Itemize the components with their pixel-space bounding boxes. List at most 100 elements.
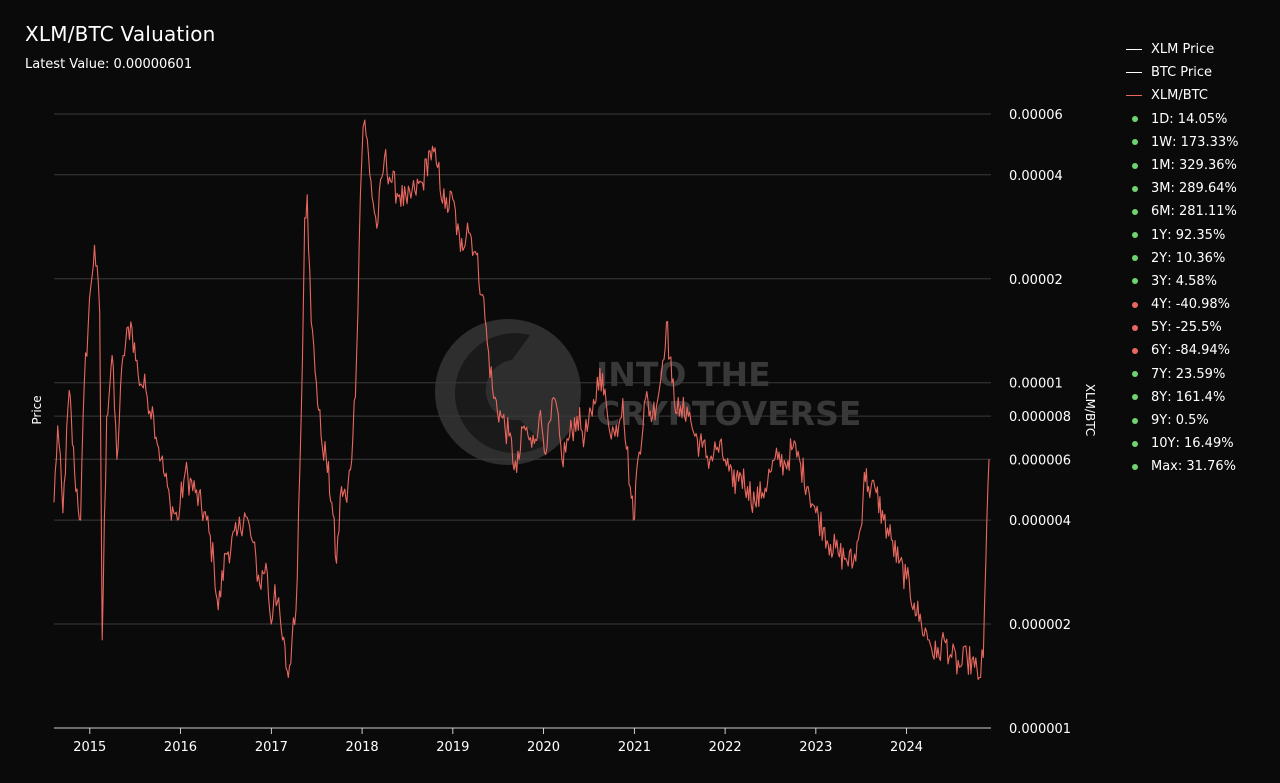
legend-label: XLM Price [1151,42,1215,57]
performance-item-1d: 1D: 14.05% [1126,108,1238,131]
x-axis: 2015 2016 2017 2018 2019 2020 2021 2022 2023 2024 [54,727,991,755]
performance-period: 1W [1151,134,1173,150]
status-dot-icon [1132,232,1138,239]
legend-series-list: XLM Price BTC Price XLM/BTC [1126,38,1238,108]
legend-item-xlm-price[interactable]: XLM Price [1126,38,1238,61]
legend: XLM Price BTC Price XLM/BTC 1D: 14.05% 1W: … [1126,38,1238,479]
x-tick-label: 2017 [255,740,288,755]
y-tick-label: 0.00002 [1009,273,1063,288]
performance-value: 281.11% [1179,204,1237,220]
x-tick-label: 2019 [436,740,469,755]
watermark-c-icon [454,333,545,454]
performance-item-1m: 1M: 329.36% [1126,154,1238,177]
performance-period: 8Y [1151,389,1168,405]
performance-period: 2Y [1151,250,1168,266]
status-dot-icon [1132,162,1138,169]
performance-period: 6M [1151,204,1171,220]
performance-period: Max [1151,459,1178,475]
performance-value: 173.33% [1180,134,1239,150]
y-tick-label: 0.00004 [1009,169,1063,184]
series-line-xlm-btc[interactable] [53,119,990,681]
y-axis-title-right: XLM/BTC [1083,384,1097,437]
series-group [53,119,990,681]
legend-item-xlm-btc[interactable]: XLM/BTC [1126,84,1238,107]
latest-value-number: 0.00000601 [113,57,193,72]
legend-line-icon [1126,95,1142,97]
performance-item-3m: 3M: 289.64% [1126,177,1238,200]
performance-period: 3Y [1151,273,1168,289]
status-dot-icon [1132,208,1138,215]
legend-label: BTC Price [1151,65,1213,81]
y-tick-label: 0.000008 [1009,410,1071,425]
status-dot-icon [1132,417,1138,424]
status-dot-icon [1132,463,1138,470]
x-tick-label: 2015 [73,740,106,755]
performance-value: 14.05% [1177,111,1228,127]
x-tick-label: 2024 [890,740,923,755]
latest-value: Latest Value: 0.00000601 [25,57,192,72]
performance-period: 3M [1151,181,1171,197]
performance-item-1y: 1Y: 92.35% [1126,224,1238,247]
performance-value: 161.4% [1175,389,1226,405]
y-tick-label: 0.000002 [1009,618,1071,633]
status-dot-icon [1132,185,1138,192]
status-dot-icon [1132,440,1138,447]
performance-value: -25.5% [1175,320,1222,336]
y-tick-label: 0.000001 [1009,722,1071,737]
status-dot-icon [1132,301,1138,308]
x-tick-label: 2020 [527,740,560,755]
chart-title: XLM/BTC Valuation [25,22,216,46]
watermark-logo: INTO THE CRYPTOVERSE [435,319,861,465]
performance-value: 0.5% [1175,413,1209,428]
x-tick-label: 2018 [346,740,379,755]
x-tick-label: 2022 [709,740,742,755]
status-dot-icon [1132,324,1138,331]
performance-period: 1D [1151,111,1170,127]
performance-item-9y: 9Y: 0.5% [1126,409,1238,432]
performance-period: 1M [1151,157,1171,173]
performance-value: -40.98% [1175,297,1230,313]
performance-value: 92.35% [1175,227,1226,243]
performance-value: 289.64% [1179,181,1237,197]
performance-value: 4.58% [1175,273,1218,289]
performance-value: 31.76% [1186,459,1236,475]
y-tick-label: 0.000004 [1009,514,1071,529]
watermark-line2: CRYPTOVERSE [596,394,861,433]
x-tick-label: 2016 [164,740,197,755]
status-dot-icon [1132,394,1138,401]
performance-value: 16.49% [1184,436,1234,452]
performance-value: 23.59% [1175,366,1226,382]
y-tick-label: 0.00006 [1009,108,1063,123]
legend-label: XLM/BTC [1151,88,1208,104]
performance-period: 1Y [1151,227,1168,243]
status-dot-icon [1132,139,1138,146]
performance-period: 7Y [1151,366,1168,382]
legend-line-icon [1126,72,1142,74]
performance-item-7y: 7Y: 23.59% [1126,363,1238,386]
y-tick-label: 0.000006 [1009,453,1071,468]
legend-line-icon [1126,49,1142,51]
x-tick-label: 2021 [618,740,651,755]
x-tick-label: 2023 [799,740,832,755]
performance-item-1w: 1W: 173.33% [1126,131,1238,154]
status-dot-icon [1132,348,1138,355]
y-gridlines [54,113,991,625]
y-axis-ticks: 0.000001 0.000002 0.000004 0.000006 0.000008… [1009,108,1071,737]
performance-item-4y: 4Y: -40.98% [1126,293,1238,316]
y-axis-title-left: Price [30,395,44,424]
performance-item-10y: 10Y: 16.49% [1126,432,1238,455]
performance-item-max: Max: 31.76% [1126,455,1238,478]
performance-item-2y: 2Y: 10.36% [1126,247,1238,270]
watermark-circle-icon [435,319,581,465]
performance-period: 10Y [1151,436,1176,452]
performance-period: 5Y [1151,320,1168,336]
status-dot-icon [1132,371,1138,378]
performance-item-5y: 5Y: -25.5% [1126,316,1238,339]
status-dot-icon [1132,278,1138,285]
performance-item-6y: 6Y: -84.94% [1126,339,1238,362]
legend-performance-list: 1D: 14.05% 1W: 173.33% 1M: 329.36% 3M: 289.… [1126,108,1238,479]
performance-period: 4Y [1151,297,1168,313]
legend-item-btc-price[interactable]: BTC Price [1126,61,1238,84]
